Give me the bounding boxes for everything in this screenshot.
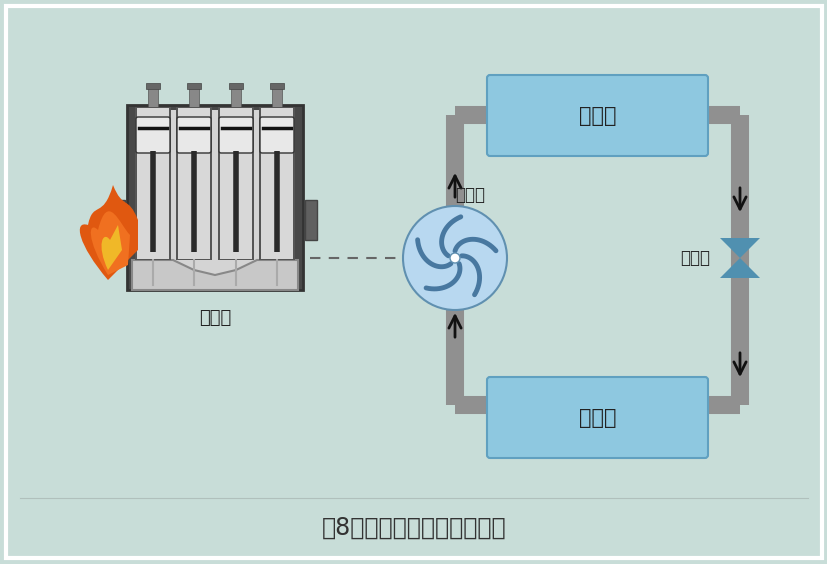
Bar [148, 87, 158, 107]
Bar [261, 108, 293, 259]
Polygon shape [131, 260, 298, 290]
Bar [112, 200, 125, 240]
FancyBboxPatch shape [486, 75, 707, 156]
Bar [127, 105, 303, 290]
FancyBboxPatch shape [136, 117, 170, 153]
FancyBboxPatch shape [218, 117, 253, 153]
Bar [304, 200, 317, 240]
Bar [187, 83, 201, 89]
Bar [229, 83, 242, 89]
FancyBboxPatch shape [177, 117, 211, 153]
Bar [220, 108, 251, 259]
Bar [176, 107, 212, 260]
Bar [189, 87, 198, 107]
Polygon shape [719, 238, 759, 258]
Circle shape [449, 253, 460, 263]
Bar [135, 110, 294, 285]
Bar [136, 108, 169, 259]
Text: 压缩机: 压缩机 [455, 186, 485, 204]
Bar [270, 83, 284, 89]
Polygon shape [719, 258, 759, 278]
PathPatch shape [91, 212, 130, 275]
PathPatch shape [102, 225, 122, 270]
Bar [231, 87, 241, 107]
Bar [272, 87, 282, 107]
FancyBboxPatch shape [260, 117, 294, 153]
Text: 图8：内燃机驱动的压缩热泵: 图8：内燃机驱动的压缩热泵 [322, 516, 505, 540]
PathPatch shape [79, 185, 138, 280]
FancyBboxPatch shape [486, 377, 707, 458]
Bar [218, 107, 254, 260]
Text: 膨胀阀: 膨胀阀 [679, 249, 709, 267]
Bar [178, 108, 210, 259]
Text: 内燃机: 内燃机 [198, 309, 231, 327]
Bar [259, 107, 294, 260]
Text: 冷凝器: 冷凝器 [578, 105, 615, 126]
Circle shape [403, 206, 506, 310]
Bar [135, 107, 171, 260]
Bar [146, 83, 160, 89]
Text: 蒸发器: 蒸发器 [578, 408, 615, 428]
